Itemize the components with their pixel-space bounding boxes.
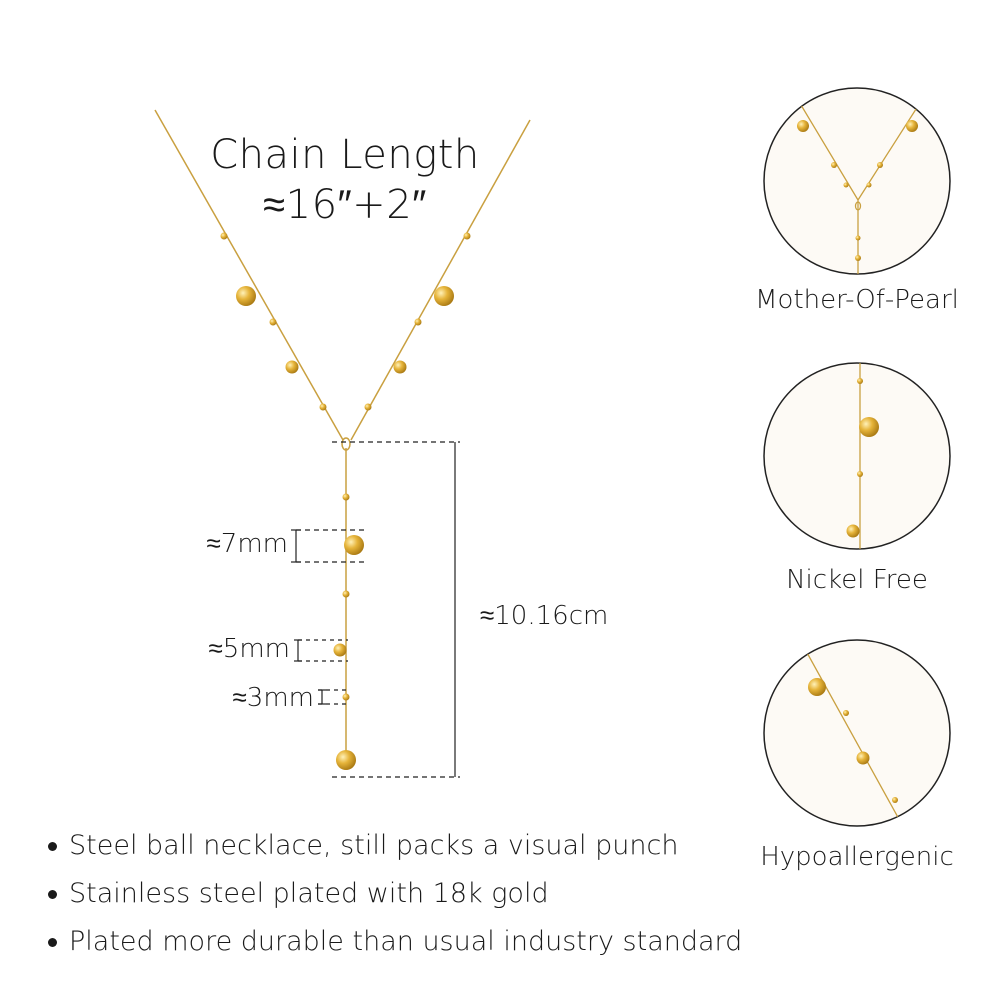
bullet-item: Plated more durable than usual industry … xyxy=(48,918,742,966)
chain-right-strand xyxy=(350,119,531,441)
heading-line-2: ≈16″+2″ xyxy=(263,182,427,228)
bullet-text: Steel ball necklace, still packs a visua… xyxy=(69,830,679,861)
bullet-item: Steel ball necklace, still packs a visua… xyxy=(48,822,742,870)
bullet-dot-icon xyxy=(48,937,57,947)
dimension-label-5mm: ≈5mm xyxy=(208,634,290,664)
feature-bullet-list: Steel ball necklace, still packs a visua… xyxy=(48,822,742,966)
feature-caption-nickel-free: Nickel Free xyxy=(786,565,928,595)
bullet-dot-icon xyxy=(48,841,57,851)
bullet-text: Plated more durable than usual industry … xyxy=(69,926,743,957)
heading-line-1: Chain Length xyxy=(210,132,480,178)
feature-caption-mother-of-pearl: Mother-Of-Pearl xyxy=(755,285,959,315)
feature-image-mother-of-pearl xyxy=(763,87,951,275)
dimension-label-3mm: ≈3mm xyxy=(232,683,314,713)
feature-image-nickel-free xyxy=(763,362,951,550)
dimension-lines xyxy=(291,441,460,778)
chain-connector xyxy=(341,437,351,451)
bullet-dot-icon xyxy=(48,889,57,899)
dimension-label-drop-length: ≈10.16cm xyxy=(480,601,609,631)
chain-length-heading: Chain Length ≈16″+2″ xyxy=(150,130,540,230)
dimension-label-7mm: ≈7mm xyxy=(206,529,288,559)
feature-image-hypoallergenic xyxy=(763,639,951,827)
bullet-text: Stainless steel plated with 18k gold xyxy=(69,878,549,909)
chain-left-strand xyxy=(154,109,344,441)
feature-caption-hypoallergenic: Hypoallergenic xyxy=(760,842,954,872)
bullet-item: Stainless steel plated with 18k gold xyxy=(48,870,742,918)
chain-beads xyxy=(220,232,471,770)
